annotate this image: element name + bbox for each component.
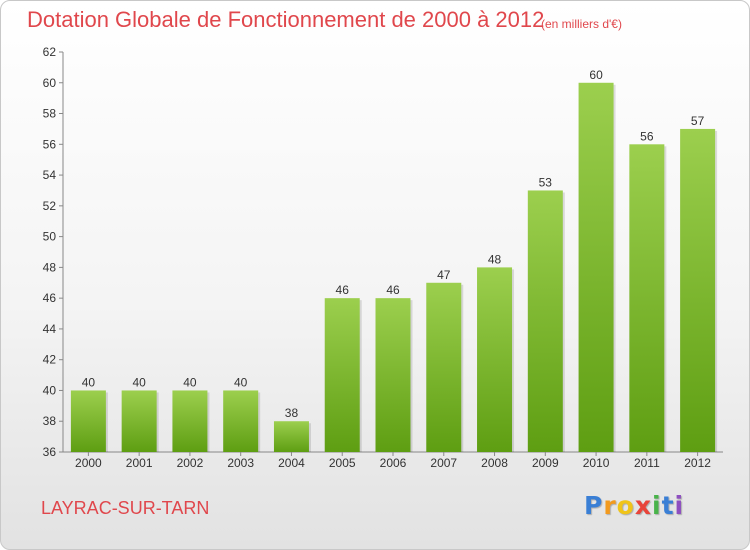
logo-letter: i <box>674 491 685 520</box>
bar <box>477 267 513 452</box>
unit-note: (en milliers d'€) <box>541 17 622 31</box>
logo-letter: P <box>584 491 604 520</box>
bar <box>629 144 665 453</box>
bar-value-label: 38 <box>285 406 299 420</box>
logo-letter: o <box>616 491 635 520</box>
logo-letter: i <box>652 491 662 520</box>
x-tick-label: 2003 <box>227 456 254 470</box>
y-tick-label: 42 <box>43 353 57 367</box>
bar <box>273 421 309 452</box>
y-tick-label: 52 <box>43 199 57 213</box>
bar-value-label: 57 <box>691 114 705 128</box>
y-tick-label: 56 <box>43 137 57 151</box>
logo-letter: r <box>603 491 617 520</box>
y-tick-label: 58 <box>43 107 57 121</box>
y-tick-label: 44 <box>43 322 57 336</box>
x-tick-label: 2010 <box>583 456 610 470</box>
y-tick-label: 36 <box>43 445 57 459</box>
x-tick-label: 2006 <box>380 456 407 470</box>
bar-value-label: 47 <box>437 268 451 282</box>
bar <box>426 282 462 452</box>
x-tick-label: 2012 <box>684 456 711 470</box>
bar-value-label: 46 <box>336 283 350 297</box>
y-tick-label: 38 <box>43 414 57 428</box>
bar-value-label: 48 <box>488 252 502 266</box>
bar-value-label: 46 <box>386 283 400 297</box>
x-tick-label: 2004 <box>278 456 305 470</box>
bar-value-label: 40 <box>82 375 96 389</box>
x-tick-label: 2002 <box>177 456 204 470</box>
chart-title: Dotation Globale de Fonctionnement de 20… <box>27 7 545 32</box>
x-tick-label: 2001 <box>126 456 153 470</box>
bar <box>680 128 716 452</box>
logo-letter: t <box>661 491 675 520</box>
y-tick-label: 50 <box>43 230 57 244</box>
bar <box>578 82 614 453</box>
y-tick-label: 40 <box>43 383 57 397</box>
bar-value-label: 40 <box>234 375 248 389</box>
y-tick-label: 62 <box>43 45 57 59</box>
x-tick-label: 2000 <box>75 456 102 470</box>
x-tick-label: 2009 <box>532 456 559 470</box>
y-tick-label: 60 <box>43 76 57 90</box>
bar <box>223 390 259 452</box>
y-tick-label: 48 <box>43 260 57 274</box>
y-tick-label: 46 <box>43 291 57 305</box>
x-tick-label: 2005 <box>329 456 356 470</box>
bar <box>375 298 411 452</box>
bar <box>70 390 106 452</box>
bar-value-label: 60 <box>589 68 603 82</box>
bar <box>527 190 563 452</box>
logo-letter: x <box>634 491 652 520</box>
bar <box>172 390 208 452</box>
bar <box>324 298 360 452</box>
y-tick-label: 54 <box>43 168 57 182</box>
bar-value-label: 53 <box>539 175 553 189</box>
x-tick-label: 2008 <box>481 456 508 470</box>
bar-value-label: 40 <box>132 375 146 389</box>
bar <box>121 390 157 452</box>
commune-name: LAYRAC-SUR-TARN <box>41 498 210 518</box>
proxiti-logo[interactable]: Proxiti <box>584 491 684 520</box>
x-tick-label: 2011 <box>634 456 660 470</box>
bar-value-label: 56 <box>640 129 654 143</box>
bar-value-label: 40 <box>183 375 197 389</box>
x-tick-label: 2007 <box>430 456 457 470</box>
